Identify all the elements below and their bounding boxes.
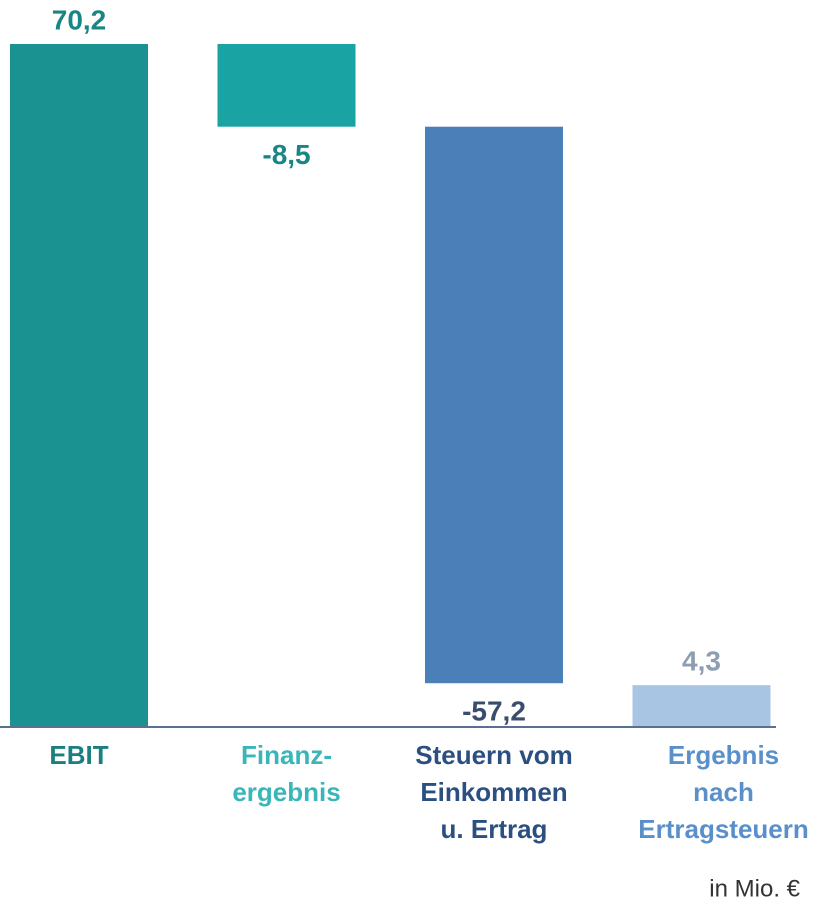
bar bbox=[217, 44, 356, 127]
category-label: Einkommen bbox=[420, 777, 567, 807]
value-label: 4,3 bbox=[682, 646, 721, 677]
bar bbox=[632, 685, 771, 727]
value-label: -57,2 bbox=[462, 696, 526, 727]
bar bbox=[10, 44, 148, 727]
bar bbox=[425, 126, 563, 684]
category-label: ergebnis bbox=[232, 777, 340, 807]
unit-note: in Mio. € bbox=[709, 875, 800, 902]
category-label: Finanz- bbox=[241, 740, 332, 770]
category-label: Ertragsteuern bbox=[638, 814, 809, 844]
value-label: -8,5 bbox=[262, 139, 310, 170]
category-label: nach bbox=[693, 777, 754, 807]
category-label: u. Ertrag bbox=[441, 814, 548, 844]
category-label: Steuern vom bbox=[415, 740, 573, 770]
category-label: Ergebnis bbox=[668, 740, 779, 770]
category-label: EBIT bbox=[49, 740, 108, 770]
value-label: 70,2 bbox=[52, 4, 107, 35]
